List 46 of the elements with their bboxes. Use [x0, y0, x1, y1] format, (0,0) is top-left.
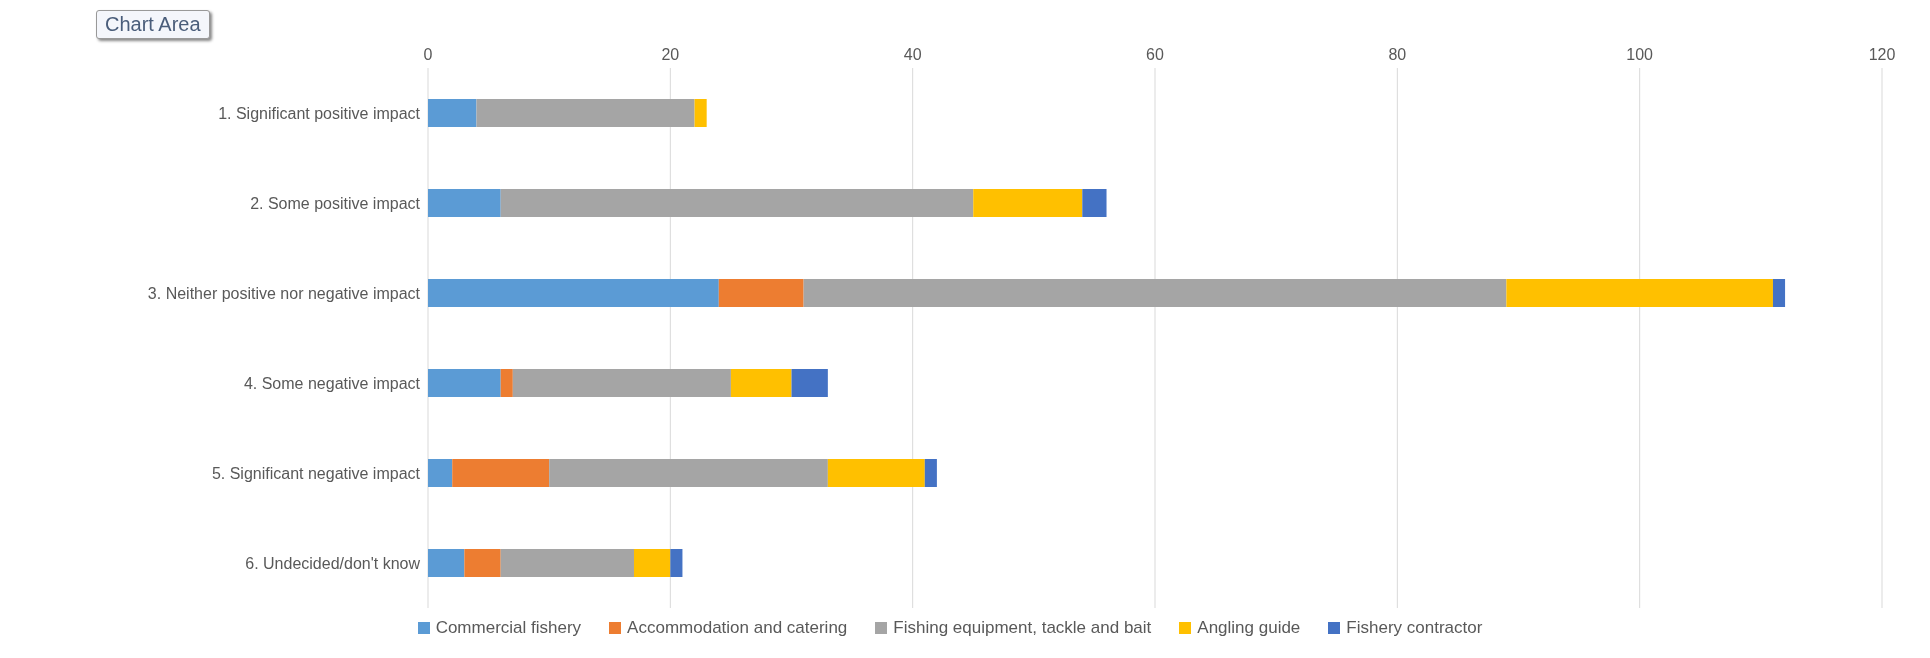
bar — [1772, 279, 1786, 307]
bar — [452, 459, 550, 487]
y-tick-label: 3. Neither positive nor negative impact — [147, 284, 421, 302]
bar — [464, 549, 501, 577]
bar — [500, 189, 974, 217]
y-tick-label: 2. Some positive impact — [250, 194, 421, 212]
bar — [924, 459, 937, 487]
bar — [791, 369, 828, 397]
bar — [428, 369, 501, 397]
bar — [428, 99, 477, 127]
bar — [512, 369, 731, 397]
legend-label: Fishing equipment, tackle and bait — [892, 618, 1152, 638]
bar — [549, 459, 828, 487]
bar — [476, 99, 695, 127]
y-tick-label: 4. Some negative impact — [243, 374, 421, 392]
x-tick-label: 0 — [423, 46, 433, 63]
bar — [428, 459, 453, 487]
bar — [827, 459, 925, 487]
bar — [500, 369, 513, 397]
bar — [730, 369, 792, 397]
y-tick-label: 5. Significant negative impact — [211, 464, 421, 482]
x-tick-label: 100 — [1626, 46, 1654, 63]
bar — [428, 279, 719, 307]
bar — [633, 549, 671, 577]
bar — [973, 189, 1083, 217]
bar — [428, 549, 465, 577]
bar — [1506, 279, 1773, 307]
x-tick-label: 60 — [1146, 46, 1164, 63]
text: Chart Area — [96, 10, 210, 39]
bar — [670, 549, 683, 577]
bar — [718, 279, 804, 307]
y-tick-label: 6. Undecided/don't know — [245, 554, 421, 572]
bar — [428, 189, 501, 217]
legend-label: Angling guide — [1196, 618, 1301, 638]
y-tick-label: 1. Significant positive impact — [218, 104, 421, 122]
bar — [803, 279, 1507, 307]
bar — [694, 99, 707, 127]
legend-label: Fishery contractor — [1345, 618, 1483, 638]
bar — [1082, 189, 1107, 217]
x-tick-label: 40 — [903, 46, 922, 63]
legend-label: Accommodation and catering — [626, 618, 848, 638]
x-tick-label: 20 — [661, 46, 680, 63]
x-tick-label: 120 — [1868, 46, 1896, 63]
x-tick-label: 80 — [1388, 46, 1407, 63]
bar — [500, 549, 634, 577]
legend-label: Commercial fishery — [434, 618, 582, 638]
